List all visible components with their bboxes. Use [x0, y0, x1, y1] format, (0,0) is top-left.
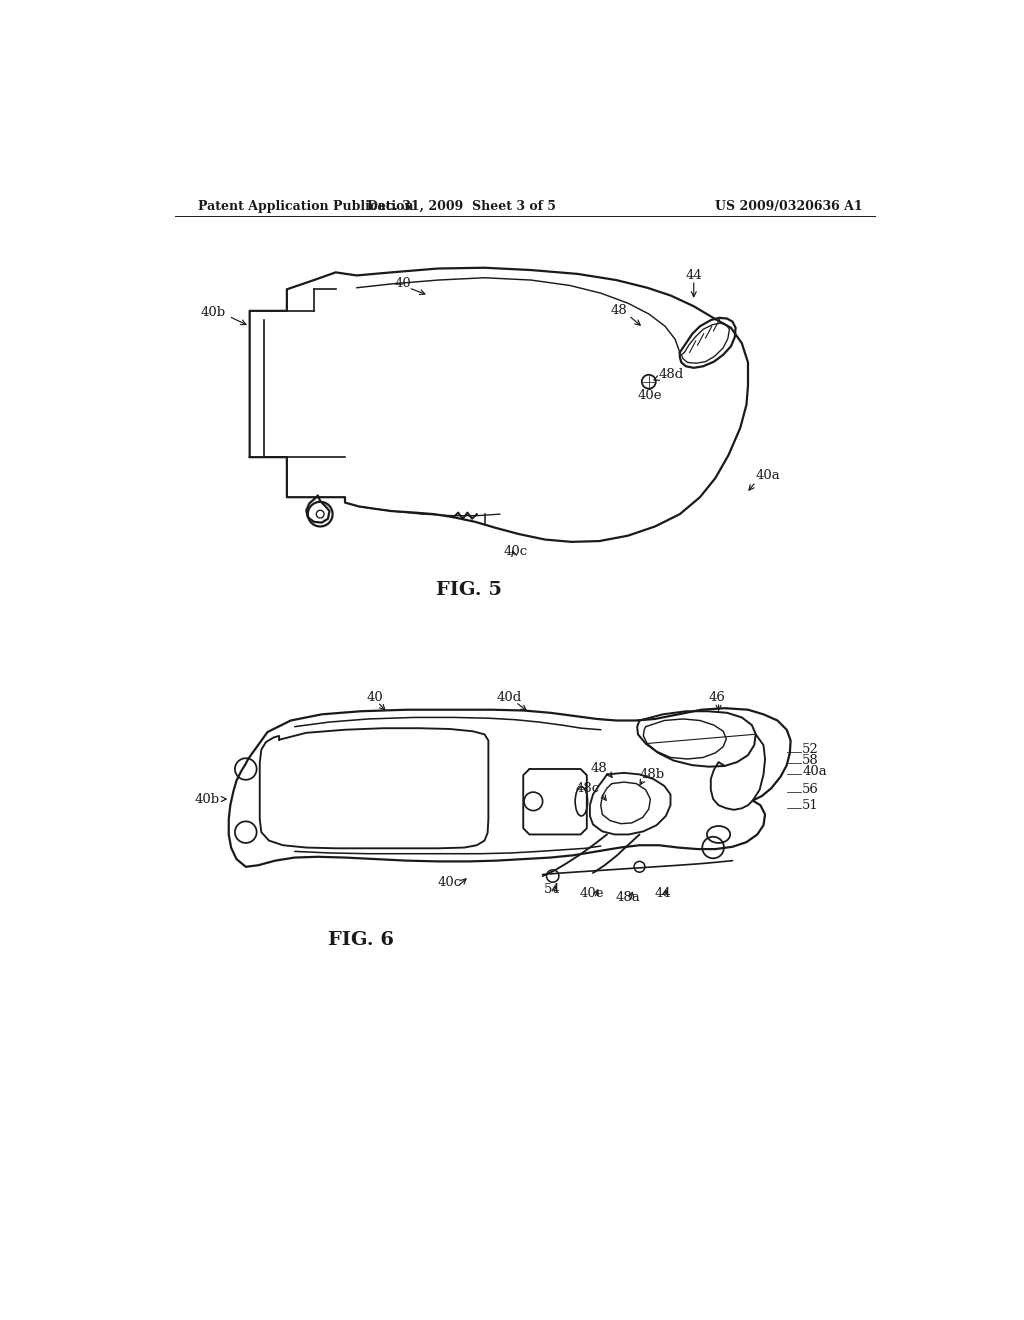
- Text: 40c: 40c: [437, 875, 462, 888]
- Text: FIG. 5: FIG. 5: [436, 581, 502, 598]
- Text: 40e: 40e: [638, 389, 663, 403]
- Text: 40c: 40c: [504, 545, 527, 557]
- Text: 48b: 48b: [640, 768, 665, 781]
- Text: 52: 52: [802, 743, 819, 756]
- Text: 40d: 40d: [497, 690, 522, 704]
- Text: Patent Application Publication: Patent Application Publication: [198, 199, 414, 213]
- Text: US 2009/0320636 A1: US 2009/0320636 A1: [716, 199, 863, 213]
- Text: Dec. 31, 2009  Sheet 3 of 5: Dec. 31, 2009 Sheet 3 of 5: [367, 199, 556, 213]
- Text: 40b: 40b: [195, 792, 219, 805]
- Text: 48c: 48c: [575, 781, 599, 795]
- Text: 48: 48: [610, 305, 627, 317]
- Text: 44: 44: [685, 269, 702, 282]
- Text: 48d: 48d: [658, 367, 684, 380]
- Text: 44: 44: [654, 887, 671, 900]
- Text: 40: 40: [366, 690, 383, 704]
- Text: 48: 48: [590, 762, 607, 775]
- Text: 40a: 40a: [756, 469, 780, 482]
- Text: 40: 40: [394, 277, 412, 289]
- Text: 40b: 40b: [201, 306, 225, 319]
- Text: 54: 54: [545, 883, 561, 896]
- Text: FIG. 6: FIG. 6: [328, 931, 393, 949]
- Text: 58: 58: [802, 754, 819, 767]
- Text: 48a: 48a: [615, 891, 640, 904]
- Text: 40e: 40e: [580, 887, 604, 900]
- Text: 40a: 40a: [802, 764, 827, 777]
- Text: 46: 46: [709, 690, 725, 704]
- Text: 51: 51: [802, 799, 819, 812]
- Text: 56: 56: [802, 783, 819, 796]
